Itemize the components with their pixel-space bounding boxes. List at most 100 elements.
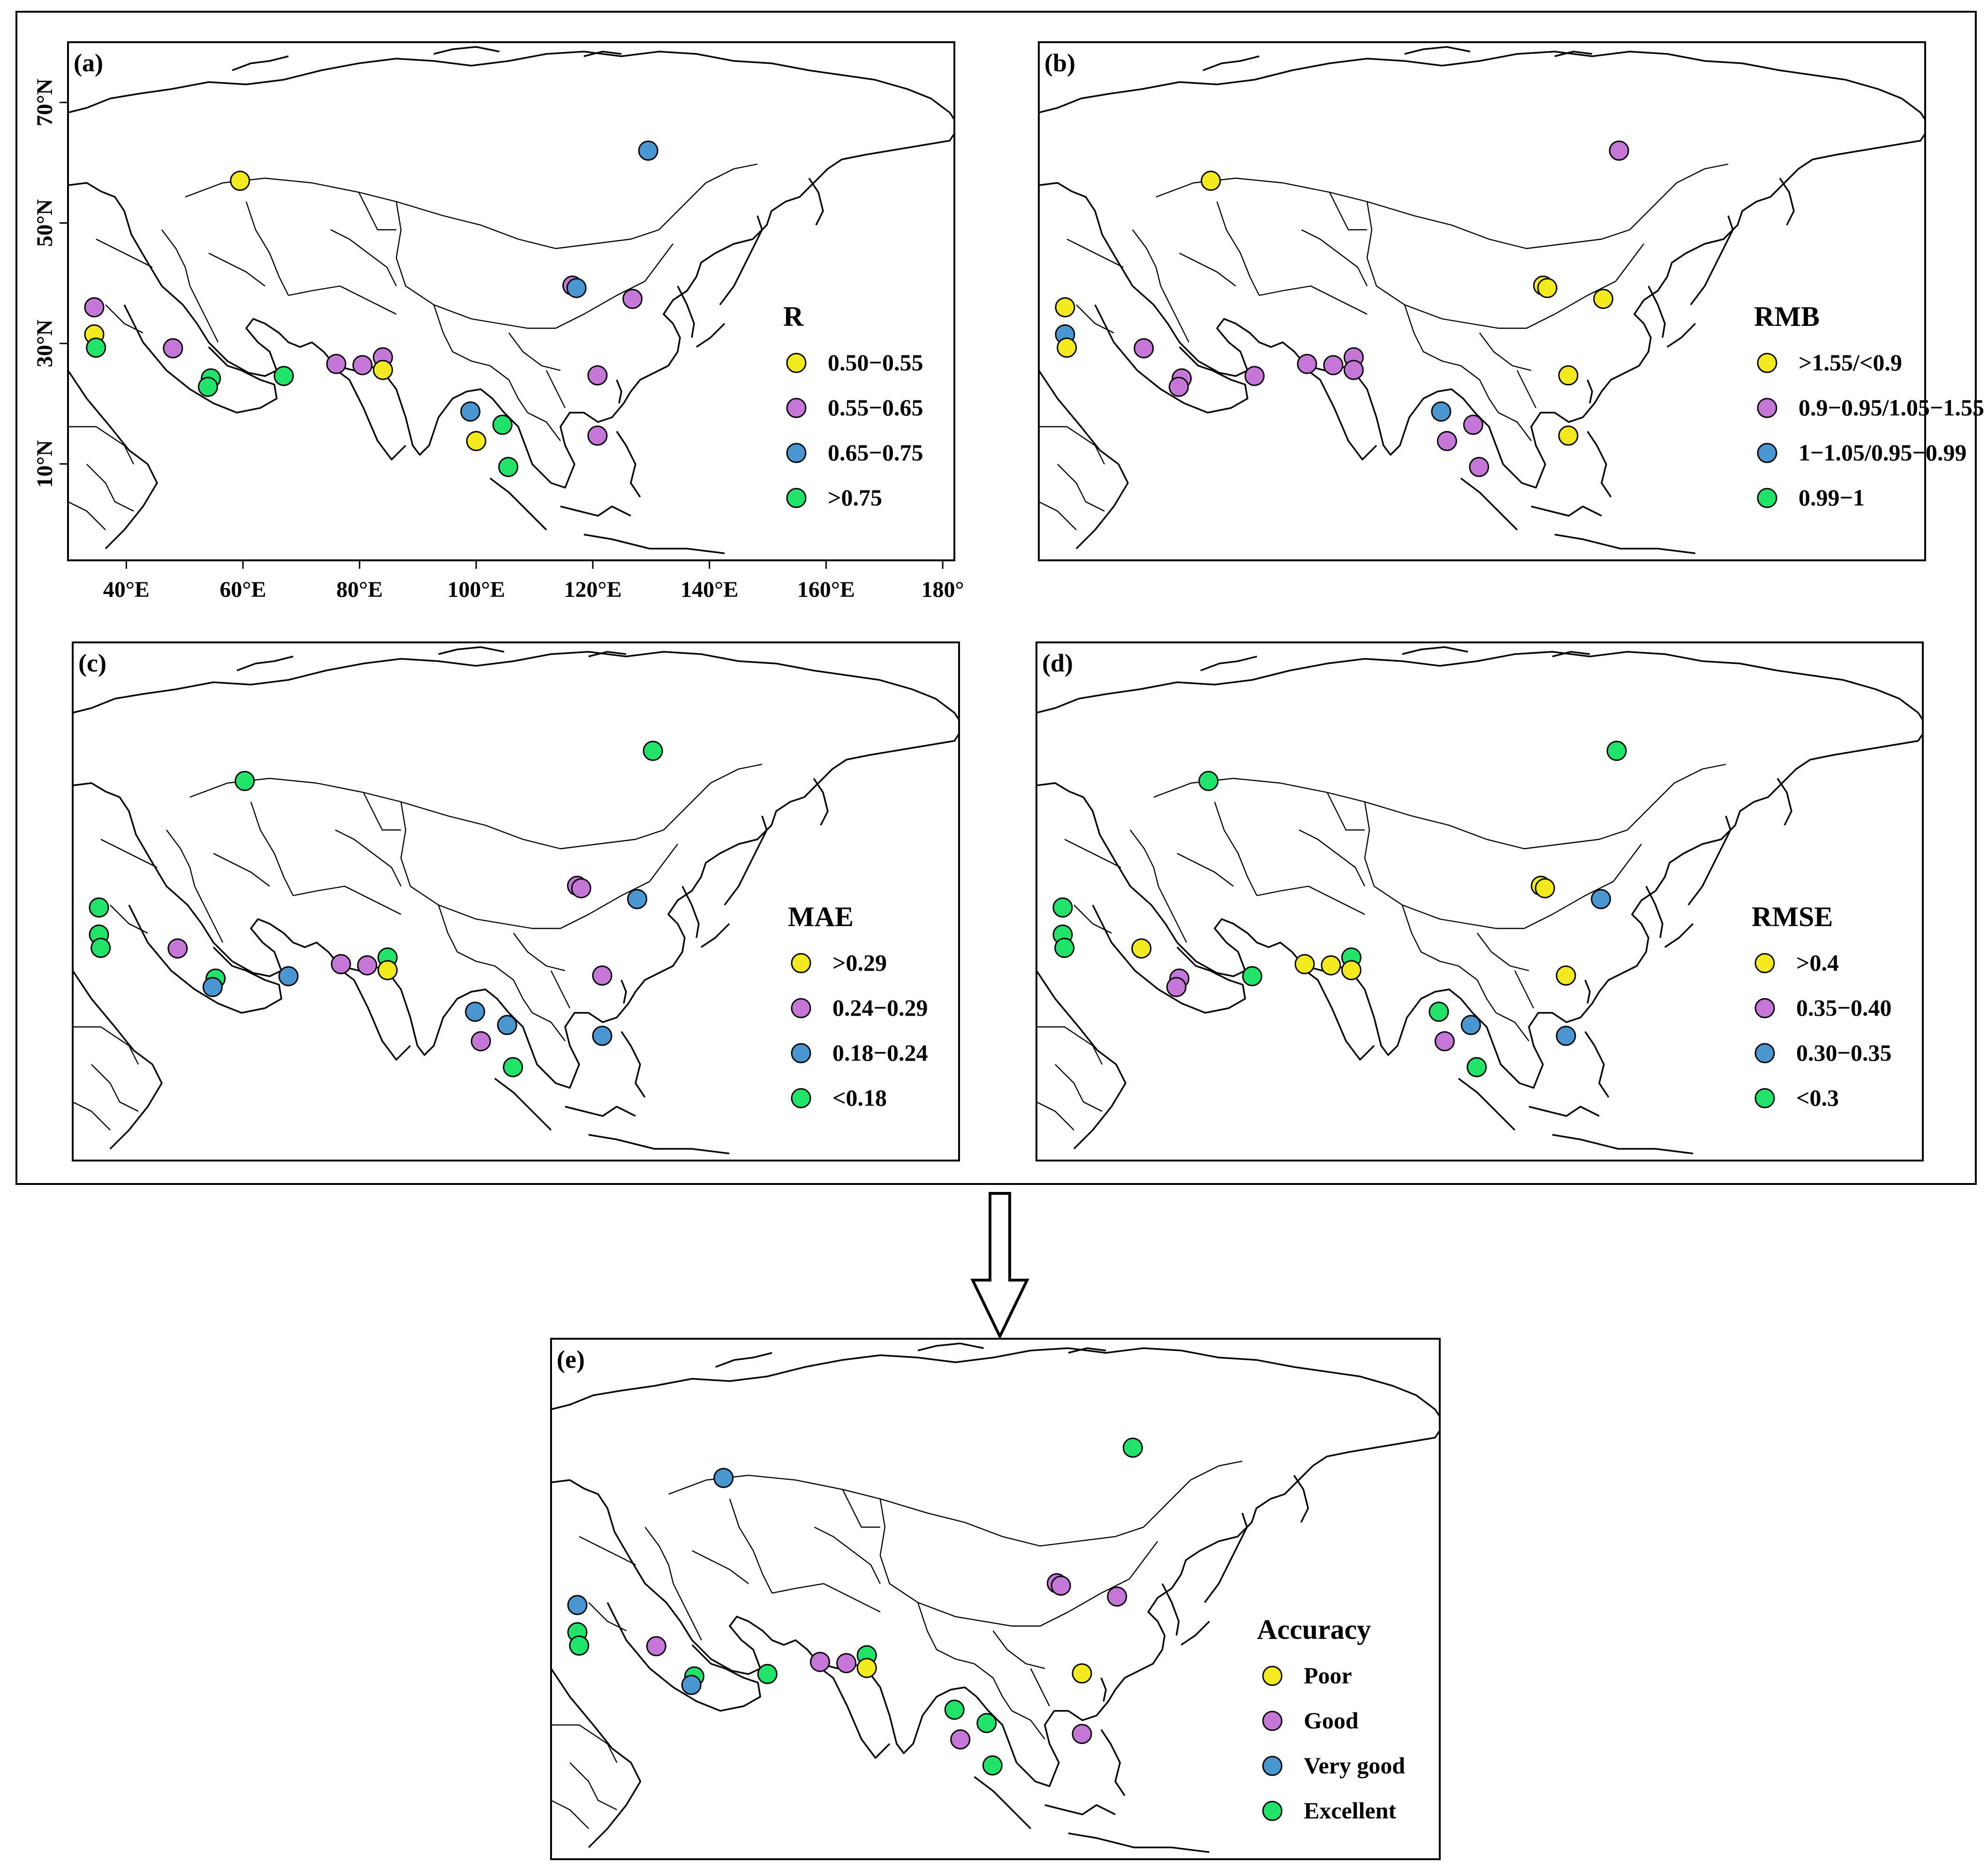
station-marker [1556,1025,1576,1046]
legend-title: RMSE [1752,901,1833,932]
legend-label: 0.55−0.65 [828,394,923,421]
legend-label: <0.3 [1796,1085,1839,1111]
station-marker [1168,377,1189,397]
station-marker [89,897,109,918]
legend-label: >0.4 [1796,950,1839,976]
x-tick-label: 120°E [564,577,621,602]
x-tick-label: 100°E [447,577,505,602]
x-tick-label: 80°E [336,577,383,602]
y-tick-label: 10°N [32,440,57,488]
x-tick-label: 60°E [219,577,266,602]
panel-label: (c) [78,649,106,677]
basemap [73,646,959,1154]
legend-label: 0.35−0.40 [1796,995,1892,1021]
station-marker [1166,977,1187,997]
legend-label: 0.18−0.24 [832,1040,928,1066]
station-marker [163,338,183,359]
legend-label: 0.30−0.35 [1796,1040,1892,1066]
station-marker [646,1636,666,1657]
legend-swatch [786,398,807,418]
station-marker [498,457,519,477]
x-tick-label: 40°E [103,577,150,602]
station-marker [86,337,106,358]
station-marker [1242,966,1262,987]
legend-swatch [1754,953,1775,973]
legend-title: Accuracy [1257,1614,1371,1645]
legend-swatch [1262,1756,1283,1776]
station-marker [460,401,481,422]
station-marker [1244,366,1265,386]
station-marker [1055,297,1075,317]
station-marker [643,740,663,761]
station-marker [167,938,188,959]
legend-label: 0.99−1 [1799,484,1865,511]
panel-frame [72,641,960,1161]
station-marker [836,1653,857,1674]
station-marker [503,1057,523,1078]
station-marker [856,1658,877,1678]
station-marker [982,1755,1003,1776]
station-marker [1609,140,1629,161]
panel-e: (e) Accuracy Poor Good Very good Excellent [550,1338,1441,1860]
station-marker [1323,355,1344,376]
station-marker [1593,288,1614,309]
arrow-down-icon [970,1192,1029,1340]
legend-swatch [786,443,807,463]
panel-frame [550,1338,1441,1860]
legend-label: >1.55/<0.9 [1799,349,1902,376]
station-marker [331,954,351,974]
legend-swatch [791,1088,811,1108]
station-marker [230,171,250,191]
station-marker [273,366,294,386]
legend-swatch [1262,1666,1283,1686]
panel-a: (a) 40°E 60°E 80°E 100°E 120°E 140°E 160°E 180° 7… [32,41,964,602]
station-marker [622,288,643,309]
station-marker [1466,1057,1487,1078]
station-marker [592,965,612,986]
y-tick-label: 30°N [32,319,57,367]
panel-c: (c) MAE >0.29 0.24−0.29 0.18−0.24 <0.18 [72,641,960,1161]
basemap [1036,646,1923,1154]
station-marker [1134,338,1154,359]
station-marker [1052,897,1073,918]
station-marker [326,354,347,374]
station-marker [638,140,658,161]
legend-swatch [1754,1043,1775,1063]
legend-label: 0.9−0.95/1.05−1.55 [1799,394,1984,421]
legend-swatch [1754,998,1775,1018]
legend-swatch [786,353,807,373]
station-marker [1131,938,1152,959]
panel-label: (a) [74,49,103,77]
station-marker [627,889,648,909]
legend-label: 1−1.05/0.95−0.99 [1799,439,1966,466]
panel-d: (d) RMSE >0.4 0.35−0.40 0.30−0.35 <0.3 [1036,641,1924,1161]
station-marker [1294,954,1315,974]
legend-swatch [1757,398,1777,418]
legend-title: R [783,301,804,332]
station-marker [1297,354,1317,374]
legend-swatch [791,953,811,973]
station-marker [352,355,373,376]
legend-label: <0.18 [832,1085,887,1111]
legend-swatch [1262,1711,1283,1731]
panel-label: (e) [557,1345,585,1373]
station-marker [1057,337,1077,358]
y-tick-label: 50°N [32,199,57,247]
legend-label: Poor [1304,1662,1352,1689]
station-marker [278,966,299,987]
station-marker [1556,965,1576,986]
panel-label: (d) [1042,649,1073,677]
legend-swatch [1754,1088,1775,1108]
y-tick-label: 70°N [32,78,57,126]
legend-swatch [1757,488,1777,508]
station-marker [1537,278,1557,298]
station-marker [950,1729,971,1749]
station-marker [1558,425,1579,446]
station-marker [497,1015,517,1035]
station-marker [1591,889,1611,909]
legend-label: >0.75 [828,484,882,511]
station-marker [466,431,486,452]
station-marker [1429,1002,1449,1022]
station-marker [1201,171,1221,191]
legend-label: Very good [1304,1752,1405,1779]
